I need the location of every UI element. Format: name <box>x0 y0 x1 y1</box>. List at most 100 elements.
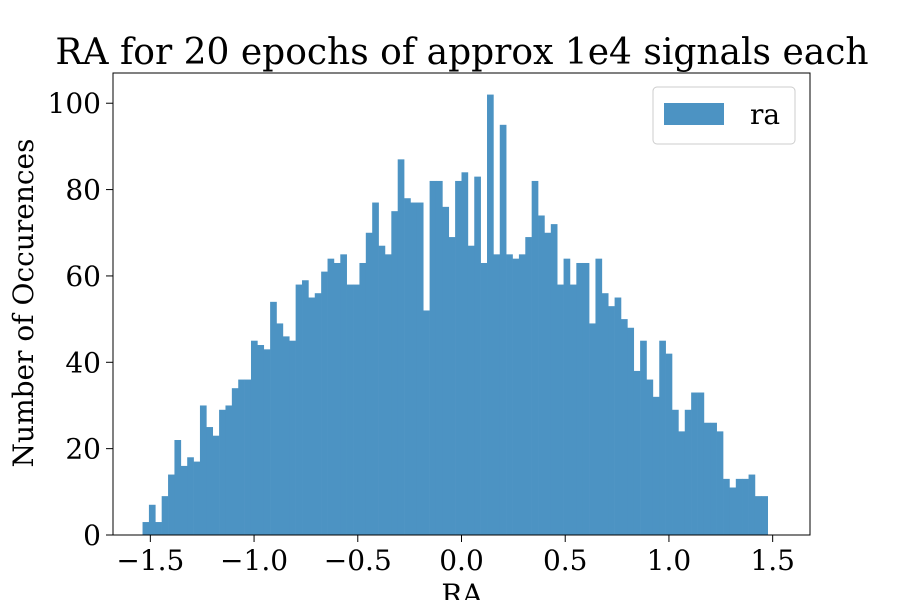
histogram-bar <box>378 245 386 536</box>
histogram-bar <box>327 258 335 535</box>
histogram-bar <box>518 254 526 535</box>
histogram-bar <box>550 224 558 535</box>
histogram-bar <box>282 336 290 535</box>
x-tick-label: −0.5 <box>324 544 392 577</box>
y-axis-label: Number of Occurences <box>7 139 40 468</box>
histogram-bar <box>474 176 481 536</box>
histogram-bar <box>538 215 545 536</box>
legend-swatch-ra <box>664 103 724 125</box>
histogram-bar <box>435 180 443 536</box>
histogram-bar <box>161 496 169 535</box>
histogram-bar <box>257 345 265 535</box>
histogram-bar <box>659 340 666 535</box>
histogram-bar <box>620 319 628 535</box>
histogram-bar <box>627 327 635 535</box>
histogram-bar <box>525 237 532 535</box>
histogram-bar <box>321 271 328 535</box>
histogram-bar <box>263 349 271 535</box>
histogram-bar <box>372 202 379 535</box>
histogram-bar <box>276 323 284 535</box>
histogram-bar <box>608 306 615 535</box>
y-tick-label: 80 <box>65 174 101 207</box>
x-tick-label: −1.5 <box>116 544 184 577</box>
x-tick-label: 1.5 <box>750 544 795 577</box>
histogram-bar <box>308 297 316 535</box>
histogram-bar <box>684 409 692 535</box>
histogram-bar <box>678 431 686 535</box>
histogram-bar <box>148 504 156 535</box>
histogram-bar <box>487 94 494 536</box>
histogram-bar <box>716 431 724 535</box>
histogram-bar <box>544 232 552 535</box>
histogram-bar <box>199 405 207 535</box>
x-tick-label: 1.0 <box>647 544 692 577</box>
histogram-bar <box>219 409 226 535</box>
histogram-bar <box>576 262 584 535</box>
y-tick-label: 40 <box>65 346 101 379</box>
histogram-bar <box>231 388 239 535</box>
histogram-bar <box>416 202 424 535</box>
histogram-bar <box>589 323 596 535</box>
histogram-bar <box>238 379 245 535</box>
histogram-bars <box>142 94 769 536</box>
histogram-bar <box>633 370 641 535</box>
histogram-bar <box>365 232 373 535</box>
histogram-bar <box>761 496 769 535</box>
histogram-bar <box>180 465 188 535</box>
x-axis-label: RA <box>441 578 483 600</box>
histogram-bar <box>314 293 322 535</box>
histogram-bar <box>563 258 571 535</box>
histogram-bar <box>174 440 182 535</box>
histogram-bar <box>442 206 450 535</box>
histogram-bar <box>640 340 647 535</box>
histogram-bar <box>448 237 456 535</box>
histogram-bar <box>193 461 201 535</box>
histogram-bar <box>467 245 475 536</box>
histogram-bar <box>742 478 749 535</box>
histogram-bar <box>155 522 162 535</box>
histogram-bar <box>250 340 258 535</box>
histogram-bar <box>531 180 539 536</box>
histogram-bar <box>397 159 405 535</box>
histogram-bar <box>557 284 564 535</box>
histogram-bar <box>672 409 679 535</box>
histogram-bar <box>480 262 488 535</box>
y-axis-ticks: 0 20 40 60 80 100 <box>48 87 113 552</box>
histogram-bar <box>346 284 354 535</box>
histogram-bar <box>754 496 762 535</box>
histogram-bar <box>353 284 360 535</box>
y-tick-label: 100 <box>48 87 101 120</box>
histogram-bar <box>340 254 347 535</box>
histogram-bar <box>582 262 590 535</box>
histogram-bar <box>646 379 654 535</box>
histogram-bar <box>455 180 462 536</box>
histogram-bar <box>735 478 743 535</box>
histogram-bar <box>461 172 469 535</box>
histogram-bar <box>187 457 194 535</box>
histogram-bar <box>333 262 341 535</box>
histogram-bar <box>748 474 756 535</box>
x-tick-label: 0.0 <box>439 544 484 577</box>
plot-frame <box>112 72 811 536</box>
histogram-bar <box>569 284 577 535</box>
histogram-bar <box>225 405 233 535</box>
histogram-bar <box>665 353 673 535</box>
histogram-bar <box>302 280 309 535</box>
histogram-bar <box>506 254 513 535</box>
x-tick-label: 0.5 <box>543 544 588 577</box>
histogram-bar <box>423 310 430 535</box>
legend-label-ra: ra <box>750 98 780 131</box>
histogram-bar <box>429 180 437 536</box>
legend: ra <box>652 86 796 145</box>
histogram-bar <box>212 435 220 535</box>
histogram-bar <box>142 522 150 535</box>
histogram-bar <box>512 258 520 535</box>
histogram-bar <box>652 396 660 535</box>
histogram-bar <box>614 297 622 535</box>
histogram-bar <box>359 262 367 535</box>
histogram-bar <box>289 340 296 535</box>
histogram-bar <box>601 293 609 535</box>
histogram-bar <box>404 198 411 535</box>
histogram-bar <box>410 202 418 535</box>
